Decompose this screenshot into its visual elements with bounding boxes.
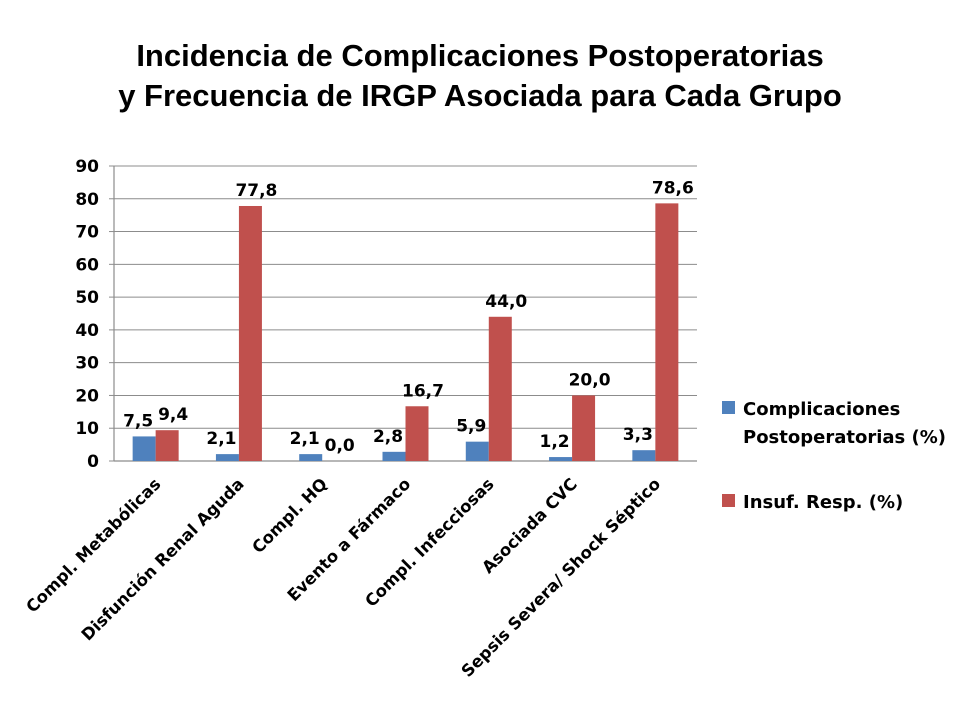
data-label: 20,0 <box>569 370 611 390</box>
data-label: 78,6 <box>652 178 694 198</box>
legend-label: Complicaciones Postoperatorias (%) <box>743 399 946 448</box>
x-tick-label: Disfunción Renal Aguda <box>78 474 248 644</box>
y-tick-labels: 0 10 20 30 40 50 60 70 80 90 <box>75 157 99 472</box>
chart-title-line-2: y Frecuencia de IRGP Asociada para Cada … <box>118 78 842 113</box>
y-tick-label: 40 <box>75 321 99 341</box>
bar-insuf-resp <box>488 316 512 461</box>
y-tick-label: 70 <box>75 223 99 243</box>
chart-title-line-1: Incidencia de Complicaciones Postoperato… <box>136 38 824 73</box>
chart-title: Incidencia de Complicaciones Postoperato… <box>0 36 960 116</box>
bar-complicaciones <box>549 457 573 461</box>
gridlines <box>114 165 697 429</box>
bars <box>132 203 679 461</box>
data-label: 77,8 <box>235 181 277 201</box>
y-tick-label: 90 <box>75 157 99 177</box>
data-label: 0,0 <box>325 436 355 456</box>
bar-complicaciones <box>215 454 239 461</box>
x-tick-label: Compl. Metabólicas <box>22 474 164 616</box>
bar-insuf-resp <box>155 430 179 461</box>
legend-swatch <box>722 494 735 507</box>
data-label: 2,8 <box>373 427 403 447</box>
bar-complicaciones <box>465 441 489 461</box>
x-tick-label: Compl. HQ <box>248 474 331 557</box>
bar-complicaciones <box>299 454 323 461</box>
y-tick-label: 10 <box>75 419 99 439</box>
legend: Complicaciones Postoperatorias (%) Insuf. … <box>722 399 946 513</box>
bar-insuf-resp <box>405 406 429 461</box>
y-tick-label: 30 <box>75 354 99 374</box>
data-label: 9,4 <box>158 405 188 425</box>
data-labels: 7,5 9,42,177,82,1 0,0 2,816,75,944,01,220,0… <box>123 178 694 456</box>
bar-insuf-resp <box>238 205 262 461</box>
axes <box>109 165 697 462</box>
bar-insuf-resp <box>572 395 596 461</box>
data-label: 16,7 <box>402 381 444 401</box>
legend-swatch <box>722 401 735 414</box>
bar-insuf-resp <box>655 203 679 461</box>
legend-label: Insuf. Resp. (%) <box>743 492 903 513</box>
bar-complicaciones <box>132 436 156 461</box>
bar-complicaciones <box>382 451 406 461</box>
data-label: 3,3 <box>623 425 653 445</box>
data-label: 2,1 <box>290 429 320 449</box>
data-label: 1,2 <box>540 432 570 452</box>
data-label: 2,1 <box>206 429 236 449</box>
y-tick-label: 60 <box>75 255 99 275</box>
data-label: 44,0 <box>485 292 527 312</box>
y-tick-label: 0 <box>87 452 99 472</box>
data-label: 7,5 <box>123 411 153 431</box>
y-tick-label: 50 <box>75 288 99 308</box>
y-tick-label: 80 <box>75 190 99 210</box>
data-label: 5,9 <box>456 417 486 437</box>
bar-complicaciones <box>632 450 656 461</box>
y-tick-label: 20 <box>75 386 99 406</box>
